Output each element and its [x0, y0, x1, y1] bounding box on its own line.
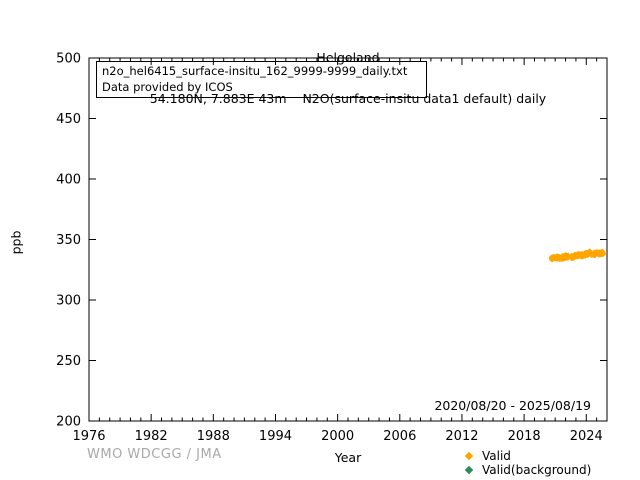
axis-ticks	[89, 58, 607, 421]
y-tick-label: 450	[56, 112, 81, 127]
legend-item-valid: Valid	[462, 449, 591, 463]
diamond-icon	[464, 465, 474, 475]
axis-tick-labels: 1976 1982 1988 1994 2000 2006 2012 2018 2024 200 2…	[56, 52, 603, 445]
data-source-box: n2o_hel6415_surface-insitu_162_9999-9999…	[96, 61, 427, 98]
data-filename: n2o_hel6415_surface-insitu_162_9999-9999…	[102, 64, 408, 78]
x-tick-label: 1982	[135, 429, 168, 444]
plot-legend: Valid Valid(background)	[462, 449, 591, 477]
series-valid	[548, 248, 607, 263]
y-tick-label: 250	[56, 354, 81, 369]
legend-label-valid-background: Valid(background)	[482, 463, 592, 477]
legend-item-valid-background: Valid(background)	[462, 463, 591, 477]
x-tick-label: 1988	[197, 429, 230, 444]
diamond-icon	[464, 451, 474, 461]
x-tick-label: 1976	[72, 429, 105, 444]
y-tick-label: 350	[56, 233, 81, 248]
x-tick-label: 2024	[570, 429, 603, 444]
station-subtitle: 54.180N, 7.883E 43m N2O(surface-insitu d…	[149, 90, 547, 106]
y-tick-label: 400	[56, 173, 81, 188]
legend-label-valid: Valid	[482, 449, 511, 463]
chart-title-block: Helgoland 54.180N, 7.883E 43m N2O(surfac…	[89, 24, 607, 132]
x-tick-label: 1994	[259, 429, 292, 444]
wdcgg-watermark: WMO WDCGG / JMA	[87, 447, 222, 462]
x-tick-label: 2012	[445, 429, 478, 444]
date-range-label: 2020/08/20 - 2025/08/19	[434, 398, 591, 413]
x-axis-label: Year	[334, 450, 362, 465]
y-tick-label: 200	[56, 415, 81, 430]
y-axis-label: ppb	[8, 230, 24, 255]
x-tick-label: 2006	[383, 429, 416, 444]
x-tick-label: 2018	[508, 429, 541, 444]
x-tick-label: 2000	[321, 429, 354, 444]
y-tick-label: 300	[56, 294, 81, 309]
data-provider: Data provided by ICOS	[102, 79, 233, 94]
y-tick-label: 500	[56, 52, 81, 67]
plot-frame	[88, 57, 608, 422]
